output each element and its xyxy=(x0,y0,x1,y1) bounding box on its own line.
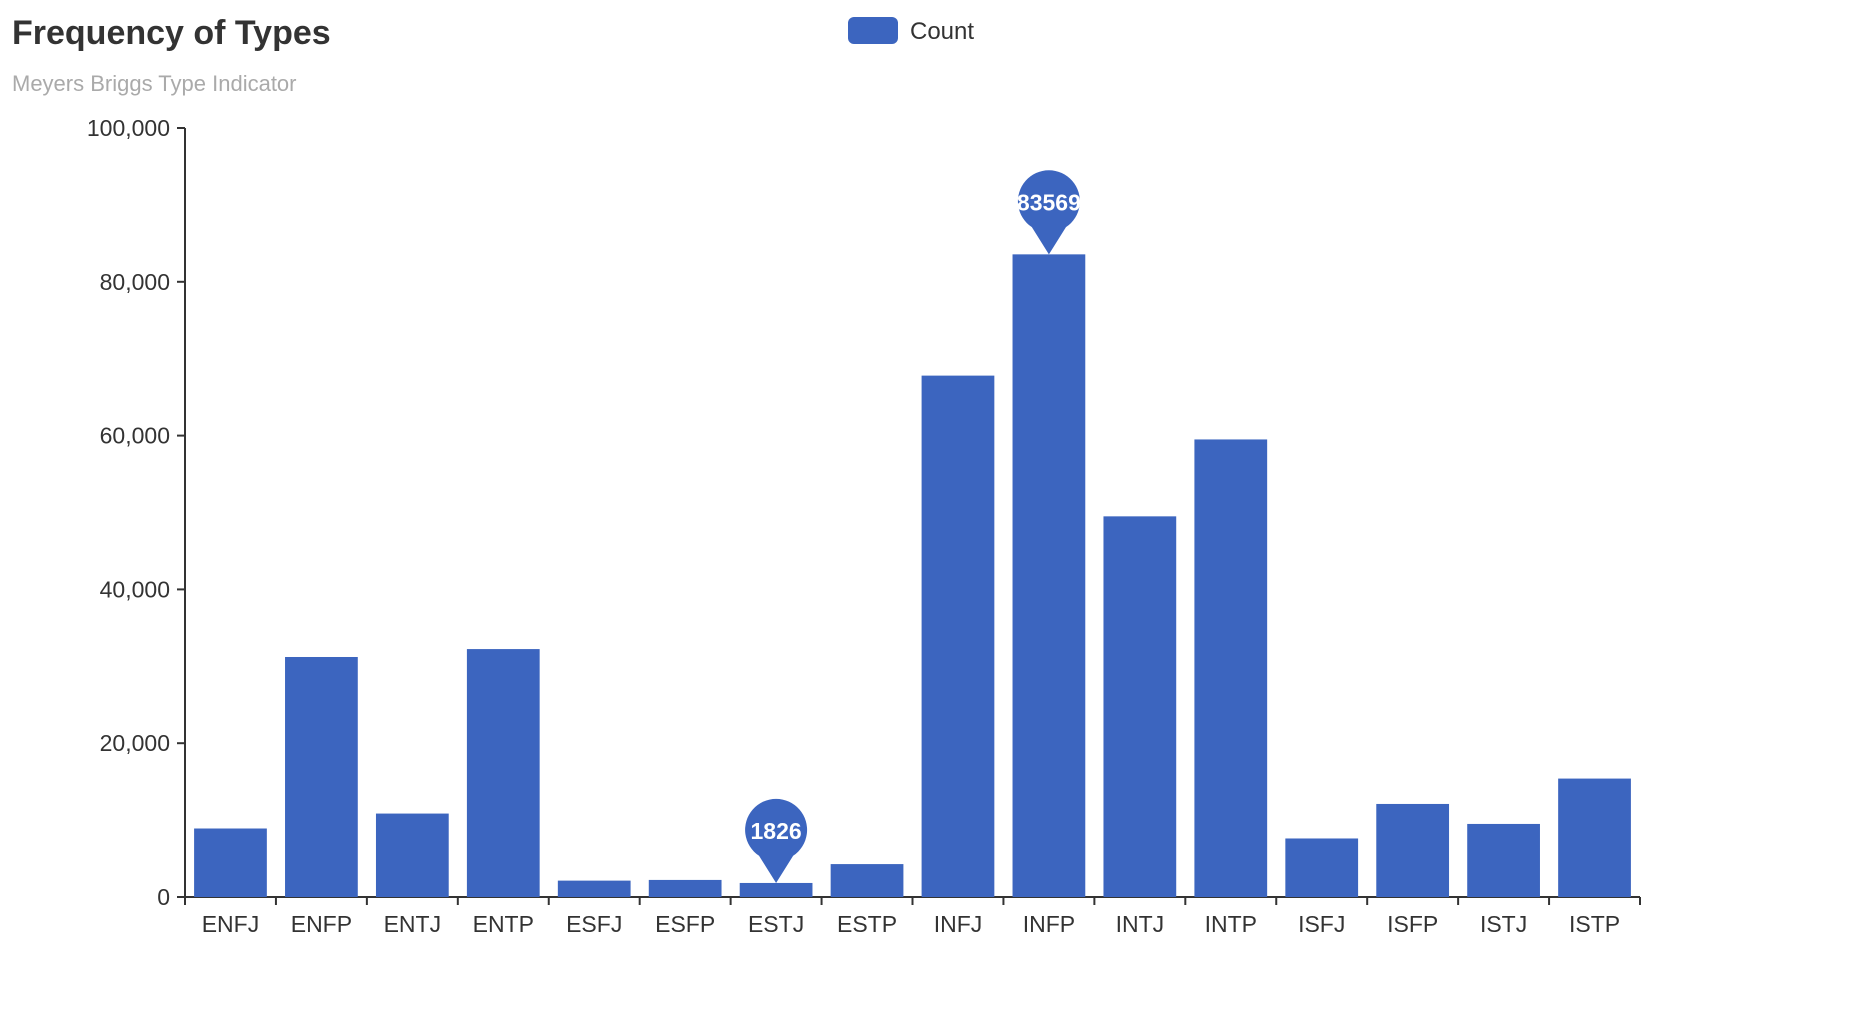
y-tick-label: 20,000 xyxy=(100,730,170,756)
y-tick-label: 100,000 xyxy=(87,115,170,141)
bar-entp[interactable] xyxy=(466,649,540,897)
bar-intj[interactable] xyxy=(1103,516,1177,897)
x-tick-label: ESTP xyxy=(837,911,897,937)
x-tick-label: ISFJ xyxy=(1298,911,1345,937)
x-tick-label: INFJ xyxy=(934,911,983,937)
x-tick-label: ISTP xyxy=(1569,911,1620,937)
x-tick-label: INFP xyxy=(1023,911,1075,937)
y-tick-label: 60,000 xyxy=(100,423,170,449)
y-tick-label: 40,000 xyxy=(100,576,170,602)
marker-label-min: 1826 xyxy=(751,818,802,844)
marker-pin-max[interactable] xyxy=(1017,170,1080,255)
legend-swatch[interactable] xyxy=(848,17,898,44)
x-axis: ENFJ ENFP ENTJ ENTP ESFJ ESFP ESTJ ESTP INFJ INFP… xyxy=(184,896,1641,937)
bar-isfj[interactable] xyxy=(1285,838,1359,897)
marker-pin-min[interactable] xyxy=(745,798,808,883)
bar-esfj[interactable] xyxy=(557,880,631,897)
bar-isfp[interactable] xyxy=(1376,803,1450,897)
x-tick-label: ENTP xyxy=(473,911,534,937)
x-tick-label: INTJ xyxy=(1116,911,1165,937)
bar-estp[interactable] xyxy=(830,864,904,897)
chart-title: Frequency of Types xyxy=(12,14,331,52)
x-tick-label: ESFP xyxy=(655,911,715,937)
x-tick-label: ENFJ xyxy=(202,911,260,937)
legend[interactable]: Count xyxy=(848,17,974,45)
bar-estj[interactable] xyxy=(739,882,813,897)
y-tick-label: 0 xyxy=(157,884,170,910)
bar-infj[interactable] xyxy=(921,375,995,897)
x-tick-label: ISTJ xyxy=(1480,911,1527,937)
marker-label-max: 83569 xyxy=(1017,189,1081,215)
bar-infp[interactable] xyxy=(1012,254,1086,898)
chart-subtitle: Meyers Briggs Type Indicator xyxy=(12,71,297,96)
bar-esfp[interactable] xyxy=(648,879,722,897)
markers: 83569 1826 xyxy=(745,170,1081,883)
legend-label-count[interactable]: Count xyxy=(910,18,974,45)
y-axis: 0 20,000 40,000 60,000 80,000 100,000 xyxy=(87,115,186,910)
x-tick-label: ENFP xyxy=(291,911,352,937)
x-tick-label: ISFP xyxy=(1387,911,1438,937)
x-tick-label: ESFJ xyxy=(566,911,622,937)
bar-entj[interactable] xyxy=(375,813,449,897)
bar-istj[interactable] xyxy=(1467,823,1540,897)
x-tick-label: INTP xyxy=(1205,911,1257,937)
x-tick-label: ESTJ xyxy=(748,911,804,937)
bar-istp[interactable] xyxy=(1558,778,1631,897)
x-tick-label: ENTJ xyxy=(384,911,442,937)
bar-enfp[interactable] xyxy=(285,656,358,897)
bars xyxy=(194,254,1631,898)
bar-enfj[interactable] xyxy=(194,828,267,897)
y-tick-label: 80,000 xyxy=(100,269,170,295)
bar-intp[interactable] xyxy=(1194,439,1268,897)
